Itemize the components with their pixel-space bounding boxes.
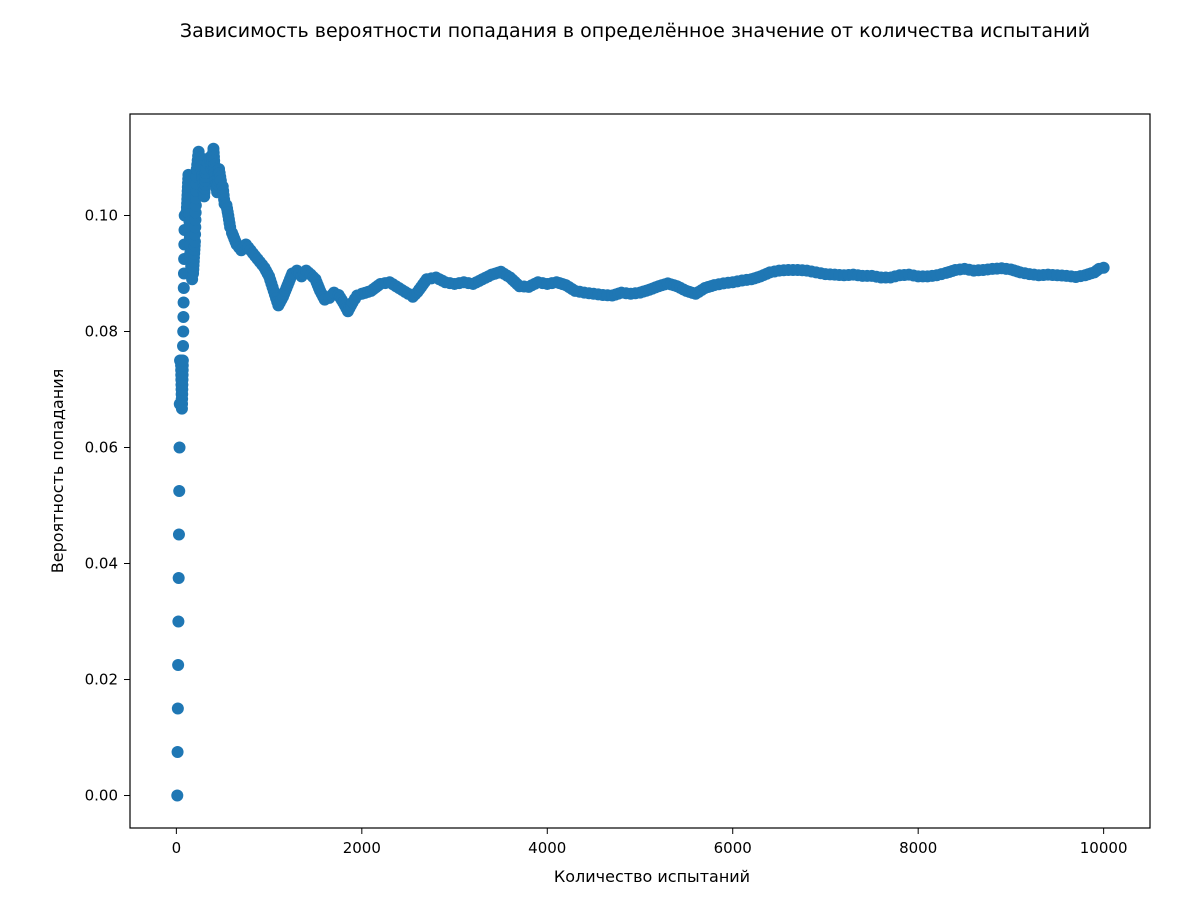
data-point [1097,261,1110,274]
y-tick-label: 0.10 [85,207,118,225]
data-point [173,441,186,454]
data-point [177,311,190,324]
y-axis-label: Вероятность попадания [48,369,67,573]
x-tick-label: 0 [172,839,182,857]
x-tick-label: 2000 [343,839,381,857]
x-tick-label: 4000 [528,839,566,857]
data-point [173,485,186,498]
data-point [172,615,185,628]
data-point [177,296,190,309]
data-point [172,528,185,541]
y-tick-label: 0.08 [85,323,118,341]
data-point [177,282,190,294]
x-tick-label: 10000 [1080,839,1128,857]
data-point [172,659,185,672]
x-tick-label: 6000 [714,839,752,857]
y-tick-label: 0.04 [85,555,118,573]
data-point [171,746,184,759]
data-point [177,325,190,338]
y-tick-label: 0.06 [85,439,118,457]
chart-title: Зависимость вероятности попадания в опре… [179,20,1091,42]
data-point [176,354,189,367]
points-layer [171,142,1110,802]
y-tick-label: 0.00 [85,787,118,805]
data-point [171,702,184,715]
y-tick-label: 0.02 [85,671,118,689]
data-point [177,340,190,353]
axes-frame [129,113,1151,829]
x-axis-label: Количество испытаний [554,867,750,886]
x-tick-label: 8000 [899,839,937,857]
tick-layer: 0 2000 4000 6000 8000 10000 0.00 0.02 0.04 0.06 0.… [85,207,1128,857]
data-point [171,789,184,802]
data-point [172,572,185,585]
